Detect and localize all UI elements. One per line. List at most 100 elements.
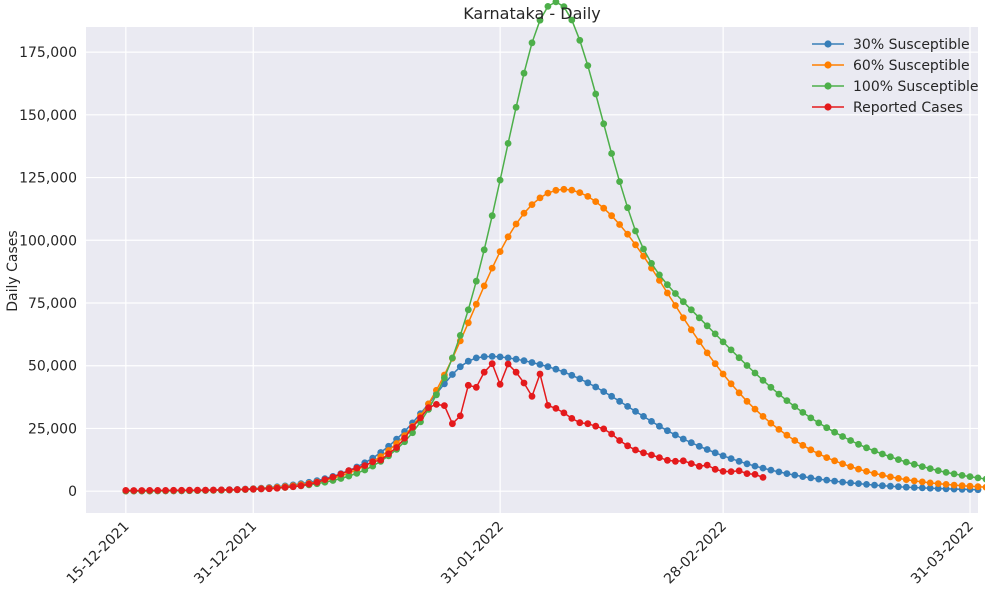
data-point bbox=[456, 412, 464, 420]
data-point bbox=[656, 271, 663, 279]
x-tick-label: 31-01-2022 bbox=[438, 519, 507, 588]
legend-marker bbox=[824, 103, 832, 111]
data-point bbox=[695, 462, 703, 470]
data-point bbox=[958, 472, 966, 479]
data-point bbox=[520, 69, 528, 77]
data-point bbox=[369, 458, 377, 466]
data-point bbox=[871, 470, 878, 477]
data-point bbox=[552, 405, 560, 412]
y-axis-ticks: 0 25,000 50,000 75,000 100,000 125,000 150,000… bbox=[19, 45, 77, 500]
data-point bbox=[512, 355, 520, 363]
data-point bbox=[727, 346, 735, 354]
data-point bbox=[759, 474, 767, 481]
data-point bbox=[600, 204, 608, 212]
data-point bbox=[345, 467, 353, 474]
data-point bbox=[823, 424, 831, 432]
data-point bbox=[855, 440, 862, 448]
data-point bbox=[735, 354, 743, 362]
data-point bbox=[767, 419, 775, 427]
data-point bbox=[449, 420, 456, 428]
data-point bbox=[138, 487, 146, 494]
data-point bbox=[807, 446, 815, 454]
x-axis-ticks: 15-12-2021 31-12-2021 31-01-2022 28-02-2022… bbox=[64, 519, 977, 588]
data-point bbox=[210, 486, 217, 494]
data-point bbox=[297, 482, 305, 490]
data-point bbox=[512, 103, 520, 111]
data-point bbox=[584, 379, 592, 387]
data-point bbox=[902, 483, 910, 491]
data-point bbox=[751, 405, 759, 413]
x-tick-label: 15-12-2021 bbox=[64, 519, 133, 588]
data-point bbox=[640, 245, 647, 253]
x-tick-label: 28-02-2022 bbox=[661, 519, 730, 588]
data-point bbox=[464, 357, 472, 365]
data-point bbox=[974, 474, 982, 482]
data-point bbox=[488, 212, 496, 220]
data-point bbox=[496, 248, 504, 256]
data-point bbox=[823, 454, 831, 461]
data-point bbox=[839, 433, 846, 440]
data-point bbox=[130, 487, 138, 494]
data-point bbox=[703, 349, 711, 357]
data-point bbox=[871, 447, 878, 455]
data-point bbox=[895, 483, 902, 491]
data-point bbox=[592, 198, 600, 206]
data-point bbox=[640, 449, 647, 457]
data-point bbox=[472, 277, 480, 285]
data-point bbox=[504, 354, 512, 362]
data-point bbox=[791, 437, 799, 444]
data-point bbox=[632, 408, 639, 415]
data-point bbox=[616, 221, 623, 228]
data-point bbox=[902, 458, 910, 466]
data-point bbox=[950, 470, 958, 478]
data-point bbox=[672, 302, 679, 309]
data-point bbox=[974, 483, 982, 491]
data-point bbox=[863, 468, 870, 475]
data-point bbox=[560, 409, 568, 417]
data-point bbox=[170, 486, 178, 494]
data-point bbox=[265, 485, 273, 493]
data-point bbox=[847, 479, 854, 487]
data-point bbox=[982, 475, 985, 483]
data-point bbox=[480, 246, 488, 254]
data-point bbox=[313, 479, 321, 486]
y-tick-label: 100,000 bbox=[19, 233, 77, 249]
data-point bbox=[727, 468, 735, 475]
data-point bbox=[759, 464, 767, 472]
x-tick-label: 31-12-2021 bbox=[191, 519, 260, 588]
data-point bbox=[847, 437, 854, 444]
data-point bbox=[441, 402, 448, 409]
data-point bbox=[783, 431, 791, 439]
data-point bbox=[918, 478, 926, 486]
data-point bbox=[727, 455, 735, 462]
data-point bbox=[233, 486, 241, 494]
y-tick-label: 125,000 bbox=[19, 171, 77, 187]
data-point bbox=[879, 471, 886, 479]
data-point bbox=[926, 465, 934, 472]
data-point bbox=[584, 62, 592, 69]
data-point bbox=[632, 227, 639, 235]
data-point bbox=[855, 480, 862, 487]
data-point bbox=[839, 460, 846, 468]
data-point bbox=[608, 150, 615, 157]
data-point bbox=[616, 178, 623, 186]
data-point bbox=[950, 481, 958, 489]
data-point bbox=[910, 484, 918, 491]
data-point bbox=[735, 389, 743, 397]
data-point bbox=[536, 16, 544, 24]
data-point bbox=[711, 360, 719, 368]
data-point bbox=[871, 481, 878, 489]
series-reported-cases bbox=[122, 360, 767, 494]
data-point bbox=[496, 353, 504, 361]
data-point bbox=[664, 456, 671, 464]
data-point bbox=[520, 357, 528, 365]
data-point bbox=[815, 450, 823, 458]
data-point bbox=[775, 426, 783, 433]
data-point bbox=[695, 314, 703, 322]
data-point bbox=[711, 449, 719, 457]
data-point bbox=[528, 201, 536, 209]
data-point bbox=[887, 453, 894, 461]
data-point bbox=[536, 370, 544, 378]
data-point bbox=[417, 414, 424, 422]
data-point bbox=[648, 418, 655, 425]
